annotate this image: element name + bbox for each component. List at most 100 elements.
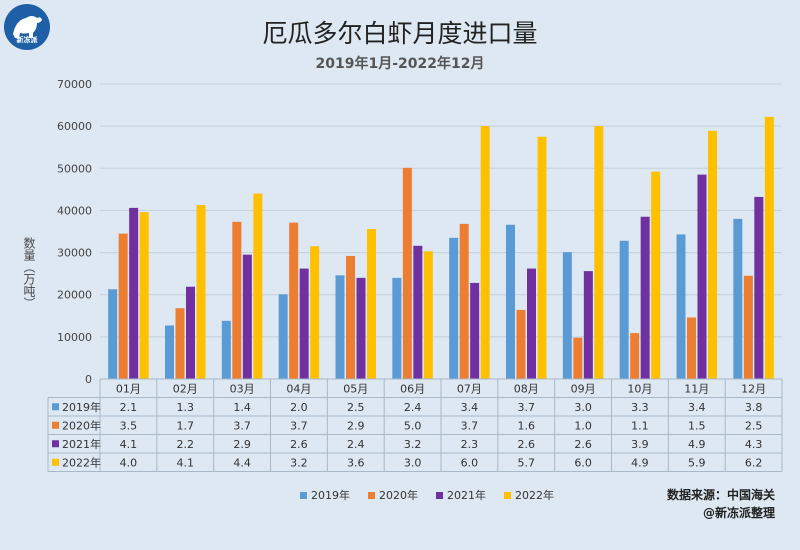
x-tick-label: 11月 [684, 383, 709, 396]
table-legend-key [52, 421, 59, 429]
legend-key [300, 492, 307, 499]
bar-2019年-12月 [733, 218, 743, 379]
bar-2021年-07月 [470, 282, 480, 379]
data-label: 3.0 [574, 401, 592, 414]
data-source-note: 数据来源：中国海关 @新冻派整理 [625, 486, 775, 522]
data-label: 4.9 [631, 456, 649, 469]
data-label: 3.4 [461, 401, 479, 414]
bar-2020年-03月 [232, 221, 242, 379]
data-label: 4.9 [688, 438, 706, 451]
bar-2020年-12月 [743, 275, 753, 379]
data-label: 4.0 [120, 456, 138, 469]
data-label: 2.0 [290, 401, 308, 414]
data-label: 6.0 [574, 456, 592, 469]
x-tick-label: 01月 [116, 383, 141, 396]
bar-2020年-05月 [346, 255, 355, 379]
data-label: 3.7 [461, 419, 479, 432]
data-label: 5.7 [518, 456, 536, 469]
bar-2019年-05月 [335, 275, 345, 379]
bar-2022年-03月 [253, 193, 263, 379]
data-label: 1.5 [688, 419, 706, 432]
x-tick-label: 12月 [741, 383, 766, 396]
bar-2021年-05月 [356, 277, 366, 379]
bar-2019年-07月 [449, 237, 459, 379]
chart-title: 厄瓜多尔白虾月度进口量 [262, 19, 538, 48]
bar-2020年-02月 [175, 308, 185, 379]
data-label: 2.4 [404, 401, 422, 414]
credit-line: @新冻派整理 [702, 506, 775, 520]
bar-2019年-01月 [108, 289, 118, 379]
x-tick-label: 03月 [230, 383, 255, 396]
bar-2022年-09月 [594, 126, 604, 380]
bar-2021年-02月 [186, 286, 195, 379]
table-series-label: 2019年 [62, 400, 101, 414]
data-label: 2.5 [745, 419, 763, 432]
data-label: 2.9 [233, 438, 251, 451]
data-label: 1.1 [631, 419, 649, 432]
bar-2020年-04月 [289, 222, 299, 379]
polar-bear-icon [13, 16, 42, 38]
x-tick-label: 02月 [173, 383, 198, 396]
data-label: 5.0 [404, 419, 422, 432]
brand-logo: 新冻派 [4, 4, 50, 50]
bar-2019年-08月 [506, 224, 515, 379]
bar-2022年-05月 [367, 228, 376, 379]
bar-2020年-11月 [687, 317, 696, 379]
y-tick-label: 20000 [57, 289, 92, 302]
table-legend-key [52, 458, 59, 466]
data-label: 4.1 [177, 456, 195, 469]
bar-2021年-04月 [299, 268, 309, 379]
x-tick-label: 10月 [627, 383, 652, 396]
logo-text: 新冻派 [16, 36, 38, 44]
bar-2022年-07月 [480, 126, 490, 380]
data-label: 2.6 [574, 438, 592, 451]
data-label: 3.3 [631, 401, 649, 414]
bar-2021年-03月 [242, 254, 252, 379]
bar-2019年-10月 [619, 240, 629, 379]
bar-2022年-11月 [708, 130, 717, 379]
bar-2019年-11月 [676, 234, 686, 379]
data-label: 3.7 [290, 419, 308, 432]
bar-2021年-09月 [583, 271, 593, 379]
x-tick-label: 06月 [400, 383, 425, 396]
data-label: 1.0 [574, 419, 592, 432]
bar-2019年-04月 [278, 294, 288, 379]
data-label: 4.4 [233, 456, 251, 469]
data-label: 5.9 [688, 456, 706, 469]
x-tick-label: 09月 [571, 383, 596, 396]
data-label: 6.2 [745, 456, 763, 469]
data-label: 3.7 [233, 419, 251, 432]
legend-label: 2022年 [515, 488, 554, 502]
y-tick-label: 40000 [57, 204, 92, 217]
data-label: 4.3 [745, 438, 763, 451]
bar-2022年-04月 [310, 246, 320, 379]
bar-2022年-10月 [651, 171, 661, 379]
bar-2020年-06月 [402, 167, 412, 379]
legend-key [368, 492, 375, 499]
data-label: 2.6 [518, 438, 536, 451]
bar-2021年-12月 [754, 196, 764, 379]
y-tick-label: 60000 [57, 120, 92, 133]
bar-2021年-01月 [129, 207, 139, 379]
y-axis-label: 数量（万吨） [22, 237, 36, 309]
data-label: 1.4 [233, 401, 251, 414]
legend-key [504, 492, 511, 499]
data-label: 3.0 [404, 456, 422, 469]
bar-2020年-07月 [459, 223, 469, 379]
table-legend-key [52, 440, 59, 448]
data-label: 3.5 [120, 419, 138, 432]
data-label: 1.3 [177, 401, 195, 414]
source-line: 数据来源：中国海关 [666, 488, 775, 502]
bar-2021年-10月 [640, 216, 650, 379]
y-tick-label: 0 [85, 373, 92, 386]
bar-2019年-09月 [562, 252, 572, 379]
bar-2022年-08月 [537, 136, 547, 379]
data-label: 2.3 [461, 438, 479, 451]
bar-2021年-11月 [697, 174, 707, 379]
y-tick-label: 50000 [57, 162, 92, 175]
data-label: 3.9 [631, 438, 649, 451]
x-tick-label: 08月 [514, 383, 539, 396]
data-label: 3.8 [745, 401, 763, 414]
bar-2022年-12月 [764, 116, 774, 379]
